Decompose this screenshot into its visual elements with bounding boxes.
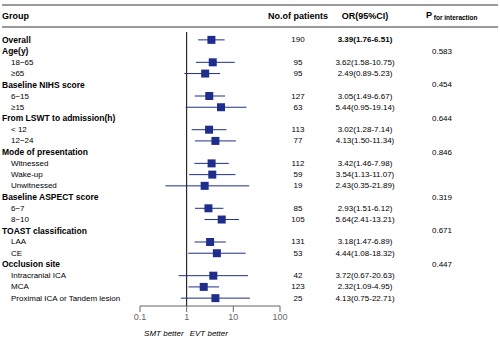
svg-text:3.02(1.28-7.14): 3.02(1.28-7.14) (338, 125, 393, 134)
svg-text:95: 95 (294, 58, 303, 67)
svg-text:190: 190 (291, 35, 305, 44)
svg-text:85: 85 (294, 204, 303, 213)
svg-text:0.319: 0.319 (432, 193, 453, 202)
svg-text:0.583: 0.583 (432, 47, 453, 56)
svg-text:100: 100 (272, 312, 287, 322)
svg-text:59: 59 (294, 170, 303, 179)
svg-text:MCA: MCA (11, 282, 29, 291)
svg-text:3.72(0.67-20.63): 3.72(0.67-20.63) (335, 271, 394, 280)
svg-text:EVT better: EVT better (190, 329, 229, 338)
svg-text:2.49(0.89-5.23): 2.49(0.89-5.23) (338, 69, 393, 78)
svg-text:Overall: Overall (8, 35, 31, 45)
svg-text:Proximal ICA or Tandem lesion: Proximal ICA or Tandem lesion (11, 294, 120, 303)
svg-text:OR(95%CI): OR(95%CI) (342, 11, 389, 21)
svg-text:0.644: 0.644 (432, 114, 453, 123)
svg-text:0.671: 0.671 (432, 226, 453, 235)
svg-text:3.42(1.46-7.98): 3.42(1.46-7.98) (338, 159, 393, 168)
svg-text:127: 127 (291, 92, 305, 101)
svg-text:0.1: 0.1 (134, 312, 147, 322)
svg-text:No.of patients: No.of patients (268, 11, 328, 21)
svg-text:0.846: 0.846 (432, 148, 453, 157)
svg-text:LAA: LAA (11, 237, 27, 246)
svg-text:5.44(0.95-19.14): 5.44(0.95-19.14) (335, 103, 394, 112)
svg-text:4.13(1.50-11.34): 4.13(1.50-11.34) (336, 136, 395, 145)
svg-text:≥65: ≥65 (11, 69, 25, 78)
svg-text:2.93(1.51-6.12): 2.93(1.51-6.12) (338, 204, 393, 213)
svg-text:3.54(1.13-11.07): 3.54(1.13-11.07) (336, 170, 395, 179)
svg-text:0.447: 0.447 (432, 260, 453, 269)
svg-text:2.32(1.09-4.95): 2.32(1.09-4.95) (338, 282, 393, 291)
svg-text:63: 63 (294, 103, 303, 112)
svg-text:77: 77 (294, 136, 303, 145)
svg-text:≥15: ≥15 (11, 103, 25, 112)
svg-text:CE: CE (11, 249, 22, 258)
svg-text:53: 53 (294, 249, 303, 258)
svg-text:SMT better: SMT better (144, 329, 184, 338)
svg-text:Witnessed: Witnessed (11, 159, 48, 168)
svg-text:P for interaction: P for interaction (426, 10, 478, 21)
svg-text:3.18(1.47-6.89): 3.18(1.47-6.89) (338, 237, 393, 246)
svg-text:Baseline NIHS score: Baseline NIHS score (8, 80, 85, 90)
svg-text:3.05(1.49-6.67): 3.05(1.49-6.67) (338, 92, 393, 101)
svg-text:25: 25 (294, 294, 303, 303)
svg-text:2.43(0.35-21.89): 2.43(0.35-21.89) (335, 181, 394, 190)
svg-text:TOAST classification: TOAST classification (8, 226, 87, 236)
svg-text:From LSWT to admission(h): From LSWT to admission(h) (8, 113, 115, 123)
svg-text:123: 123 (291, 282, 305, 291)
svg-text:Mode of presentation: Mode of presentation (8, 147, 88, 157)
svg-text:8−10: 8−10 (11, 215, 30, 224)
svg-text:105: 105 (291, 215, 305, 224)
svg-text:4.44(1.08-18.32): 4.44(1.08-18.32) (335, 249, 394, 258)
svg-text:< 12: < 12 (11, 125, 27, 134)
svg-text:5.64(2.41-13.21): 5.64(2.41-13.21) (335, 215, 394, 224)
svg-text:6−7: 6−7 (11, 204, 25, 213)
svg-text:3.39(1.76-6.51): 3.39(1.76-6.51) (338, 35, 393, 44)
svg-text:95: 95 (294, 69, 303, 78)
svg-text:131: 131 (291, 237, 305, 246)
svg-text:18−65: 18−65 (11, 58, 34, 67)
svg-text:42: 42 (294, 271, 303, 280)
svg-text:6−15: 6−15 (11, 92, 30, 101)
svg-text:Age(y): Age(y) (8, 46, 29, 56)
svg-text:4.13(0.75-22.71): 4.13(0.75-22.71) (335, 294, 394, 303)
svg-text:12−24: 12−24 (11, 136, 34, 145)
svg-text:112: 112 (292, 159, 305, 168)
svg-text:Occlusion site: Occlusion site (8, 259, 60, 269)
svg-text:0.454: 0.454 (432, 80, 453, 89)
svg-text:Wake-up: Wake-up (11, 170, 43, 179)
svg-text:10: 10 (228, 312, 238, 322)
svg-text:19: 19 (294, 181, 303, 190)
svg-text:Group: Group (8, 11, 29, 21)
svg-text:3.62(1.58-10.75): 3.62(1.58-10.75) (335, 58, 394, 67)
svg-text:Unwitnessed: Unwitnessed (11, 181, 57, 190)
svg-text:113: 113 (292, 125, 305, 134)
svg-text:Intracranial ICA: Intracranial ICA (11, 271, 67, 280)
svg-text:Baseline ASPECT score: Baseline ASPECT score (8, 192, 99, 202)
svg-text:1: 1 (184, 312, 189, 322)
